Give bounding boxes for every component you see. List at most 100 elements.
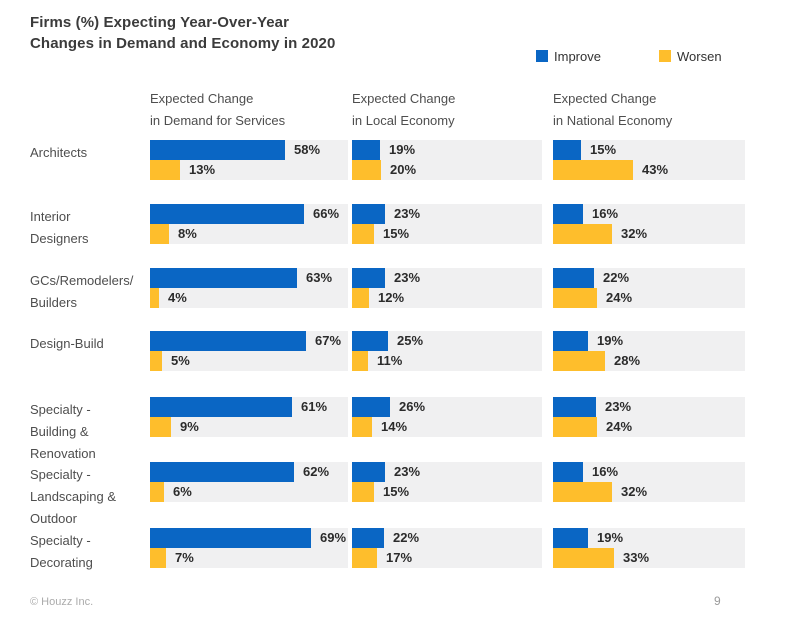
bar-track: 16% 32% [553,204,745,244]
bar-track: 63% 4% [150,268,348,308]
chart-title-line2: Changes in Demand and Economy in 2020 [30,35,336,52]
value-label: 23% [394,206,421,221]
row-label-line: Building & [30,424,89,439]
improve-bar [352,331,388,351]
value-label: 63% [306,270,333,285]
value-label: 7% [175,550,194,565]
value-label: 16% [592,464,619,479]
value-label: 32% [621,484,648,499]
worsen-bar [553,351,605,371]
value-label: 58% [294,142,321,157]
worsen-bar [352,417,372,437]
value-label: 25% [397,333,424,348]
worsen-bar [352,351,368,371]
worsen-bar [352,224,374,244]
bar-track: 26% 14% [352,397,542,437]
value-label: 32% [621,226,648,241]
row-label: Specialty - Building & Renovation [30,399,145,465]
bar-track: 23% 24% [553,397,745,437]
worsen-bar [150,548,166,568]
chart-title: Firms (%) Expecting Year-Over-Year Chang… [30,12,335,54]
bar-track: 23% 15% [352,204,542,244]
row-label: Specialty - Landscaping & Outdoor [30,464,145,530]
bar-track: 15% 43% [553,140,745,180]
worsen-bar [553,417,597,437]
column-header-demand-line1: Expected Change [150,91,254,106]
row-label-line: Architects [30,145,88,160]
value-label: 20% [390,162,417,177]
value-label: 4% [168,290,187,305]
worsen-bar [553,482,612,502]
value-label: 66% [313,206,340,221]
value-label: 19% [597,530,624,545]
bar-track: 23% 15% [352,462,542,502]
worsen-bar [352,482,374,502]
improve-bar [553,397,596,417]
value-label: 16% [592,206,619,221]
bar-track: 19% 20% [352,140,542,180]
improve-bar [150,528,311,548]
improve-bar [150,331,306,351]
row-label-line: Specialty - [30,533,91,548]
row-label-line: Interior [30,209,71,224]
improve-bar [150,140,285,160]
worsen-bar [553,224,612,244]
value-label: 61% [301,399,328,414]
bar-track: 66% 8% [150,204,348,244]
value-label: 23% [394,270,421,285]
row-label: Specialty - Decorating [30,530,145,574]
improve-bar [553,204,583,224]
value-label: 15% [383,484,410,499]
worsen-swatch-icon [659,50,671,62]
worsen-bar [150,224,169,244]
row-label-line: Landscaping & [30,489,117,504]
chart-title-line1: Firms (%) Expecting Year-Over-Year [30,14,290,31]
worsen-bar [352,548,377,568]
row-label-line: Designers [30,231,89,246]
column-header-local-line2: in Local Economy [352,113,455,128]
improve-bar [553,268,594,288]
column-header-national-line2: in National Economy [553,113,673,128]
row-label: Architects [30,142,145,164]
value-label: 24% [606,290,633,305]
legend-label-worsen: Worsen [677,48,722,64]
value-label: 12% [378,290,405,305]
value-label: 43% [642,162,669,177]
value-label: 5% [171,353,190,368]
value-label: 69% [320,530,347,545]
column-header-national-line1: Expected Change [553,91,657,106]
bar-track: 25% 11% [352,331,542,371]
value-label: 62% [303,464,330,479]
value-label: 13% [189,162,216,177]
improve-bar [150,204,304,224]
improve-bar [553,528,588,548]
column-header-national-economy: Expected Change in National Economy [553,88,672,132]
worsen-bar [150,417,171,437]
value-label: 15% [590,142,617,157]
value-label: 8% [178,226,197,241]
column-header-demand: Expected Change in Demand for Services [150,88,285,132]
worsen-bar [150,160,180,180]
column-header-local-economy: Expected Change in Local Economy [352,88,455,132]
improve-bar [352,462,385,482]
value-label: 15% [383,226,410,241]
bar-track: 19% 33% [553,528,745,568]
bar-track: 22% 17% [352,528,542,568]
improve-bar [150,462,294,482]
improve-bar [352,397,390,417]
bar-track: 19% 28% [553,331,745,371]
legend-item-improve: Improve [536,48,601,64]
value-label: 19% [389,142,416,157]
row-label-line: Specialty - [30,402,91,417]
bar-track: 23% 12% [352,268,542,308]
value-label: 23% [605,399,632,414]
footer-copyright: © Houzz Inc. [30,596,94,608]
worsen-bar [150,351,162,371]
value-label: 11% [377,353,403,368]
legend-label-improve: Improve [554,48,601,64]
improve-bar [352,140,380,160]
bar-track: 61% 9% [150,397,348,437]
improve-bar [150,268,297,288]
value-label: 14% [381,419,408,434]
improve-bar [352,204,385,224]
